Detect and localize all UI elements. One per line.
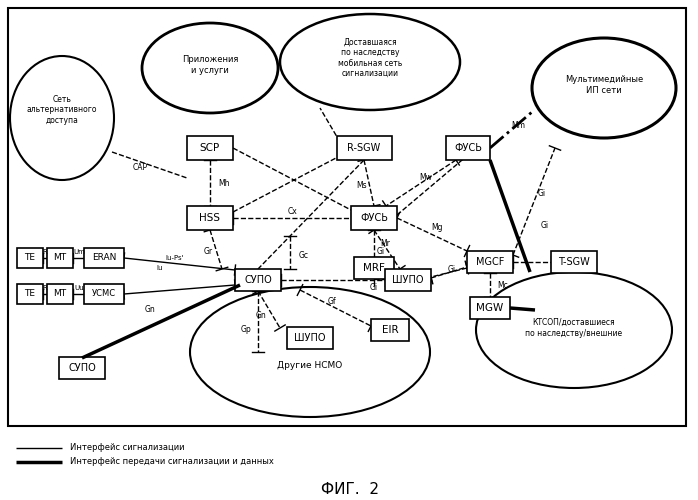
Bar [59,357,105,379]
Text: CAP: CAP [133,164,147,172]
Text: R: R [43,285,47,291]
Text: Доставшаяся
по наследству
мобильная сеть
сигнализации: Доставшаяся по наследству мобильная сеть… [338,38,402,78]
Ellipse shape [476,272,672,388]
Text: Gc: Gc [299,250,309,260]
Text: Интерфейс сигнализации: Интерфейс сигнализации [70,444,184,452]
Bar [385,269,431,291]
Bar [470,297,510,319]
Text: T-SGW: T-SGW [558,257,590,267]
Text: Gp: Gp [241,326,251,334]
Text: ШУПО: ШУПО [392,275,424,285]
Bar [187,206,233,230]
Text: Iu: Iu [157,265,163,271]
Ellipse shape [10,56,114,180]
Text: Cx: Cx [287,206,297,216]
Text: Gr: Gr [203,248,213,256]
Text: Mg: Mg [431,224,443,232]
Bar [47,248,73,268]
Bar [287,327,333,349]
Text: ФУСЬ: ФУСЬ [454,143,482,153]
Text: EIR: EIR [382,325,399,335]
Text: Приложения
и услуги: Приложения и услуги [181,56,238,74]
Text: HSS: HSS [200,213,221,223]
Text: Mh: Mh [218,178,230,188]
Bar [187,136,233,160]
Bar [371,319,409,341]
Text: ERAN: ERAN [92,254,116,262]
Text: Mw: Mw [419,174,433,182]
Text: ТЕ: ТЕ [24,290,36,298]
Bar [84,248,124,268]
Bar [17,248,43,268]
Text: ФИГ.  2: ФИГ. 2 [321,482,379,498]
Text: Gi: Gi [448,266,456,274]
Text: Ms: Ms [357,180,367,190]
Bar [446,136,490,160]
Text: Gf: Gf [327,298,336,306]
Text: КТСОП/доставшиеся
по наследству/внешние: КТСОП/доставшиеся по наследству/внешние [526,318,623,338]
Text: R-SGW: R-SGW [348,143,380,153]
Text: MRF: MRF [363,263,385,273]
Text: Gn: Gn [144,306,156,314]
Text: Mm: Mm [511,120,525,130]
Bar [47,284,73,304]
Ellipse shape [280,14,460,110]
Bar [235,269,281,291]
Bar [351,206,397,230]
Text: Gi: Gi [541,220,549,230]
Text: Gi: Gi [377,248,385,256]
Text: ФУСЬ: ФУСЬ [360,213,388,223]
Text: SCP: SCP [200,143,220,153]
Bar [354,257,394,279]
Text: Um: Um [73,249,85,255]
Text: Gi: Gi [538,190,546,198]
Text: Iu-Ps': Iu-Ps' [165,255,184,261]
Text: Мультимедийные
ИП сети: Мультимедийные ИП сети [565,76,643,94]
Bar [84,284,124,304]
Text: МТ: МТ [54,254,66,262]
Bar [336,136,392,160]
Ellipse shape [142,23,278,113]
Text: Gi: Gi [370,284,378,292]
Text: Интерфейс передачи сигнализации и данных: Интерфейс передачи сигнализации и данных [70,458,274,466]
Text: ШУПО: ШУПО [295,333,326,343]
Text: СУПО: СУПО [68,363,96,373]
Text: Mc: Mc [498,282,508,290]
Text: MGW: MGW [476,303,504,313]
Text: СУПО: СУПО [244,275,272,285]
Text: R: R [43,249,47,255]
Text: УСМС: УСМС [92,290,116,298]
Text: ТЕ: ТЕ [24,254,36,262]
Bar [467,251,513,273]
Bar [17,284,43,304]
Bar [8,8,686,426]
Ellipse shape [532,38,676,138]
Text: MGCF: MGCF [476,257,504,267]
Text: МТ: МТ [54,290,66,298]
Bar [551,251,597,273]
Text: Другие НСМО: Другие НСМО [277,360,343,370]
Text: Сеть
альтернативного
доступа: Сеть альтернативного доступа [27,95,97,125]
Text: Uu: Uu [74,285,84,291]
Text: Gn: Gn [255,310,267,320]
Text: Mr: Mr [380,240,390,248]
Ellipse shape [190,287,430,417]
